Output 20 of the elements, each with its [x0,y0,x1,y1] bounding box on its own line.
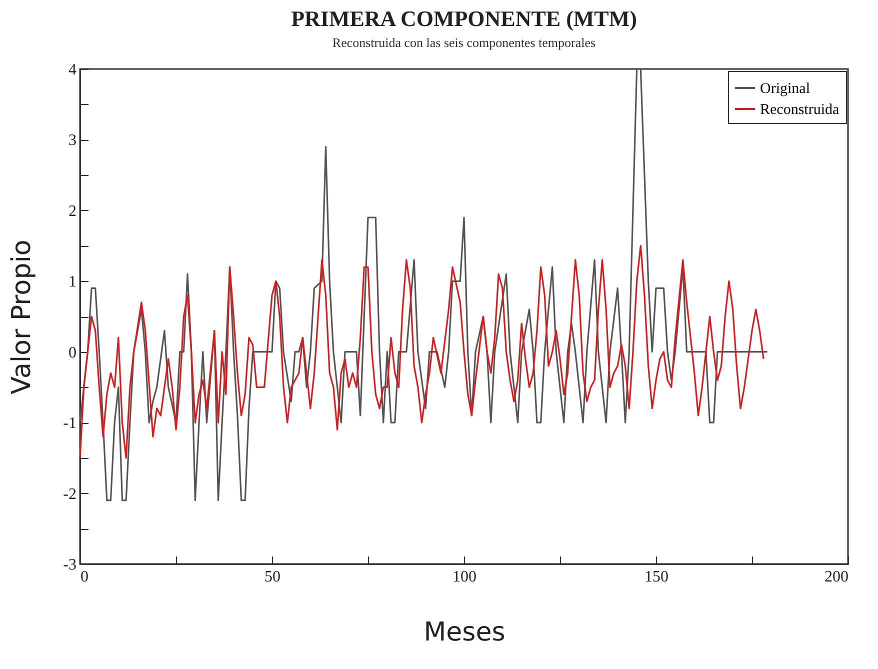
x-tick-label: 50 [264,568,280,586]
y-axis-title: Valor Propio [7,240,38,394]
chart-title: PRIMERA COMPONENTE (MTM) [291,6,637,31]
x-tick-label: 200 [824,568,848,586]
line-series [79,244,764,459]
x-axis-title: Meses [424,618,506,648]
x-tick-label: 150 [644,568,668,586]
y-tick-label: -3 [63,556,76,574]
y-tick-label: -1 [63,415,76,432]
legend-label: Original [760,81,810,97]
y-tick-label: 4 [68,62,76,78]
y-tick-label: -2 [63,486,76,503]
chart-subtitle: Reconstruida con las seis componentes temporales [332,35,596,50]
y-tick-label: 3 [68,132,76,150]
legend-label: Reconstruida [760,102,840,118]
x-tick-label: 0 [80,568,88,586]
x-tick-label: 100 [452,568,476,586]
y-tick-label: 2 [68,202,76,220]
y-tick-label: 0 [68,344,76,362]
y-tick-label: 1 [68,274,76,291]
